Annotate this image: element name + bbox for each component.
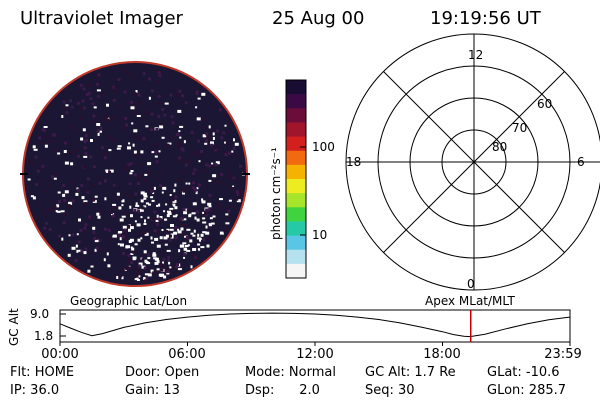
observation-time: 19:19:56 UT [430,8,541,29]
x-tick-label-0000: 00:00 [41,347,79,362]
altitude-axis-label: GC Alt [7,308,21,346]
mlt-label-18: 18 [346,155,362,169]
colorbar-segment [286,193,306,208]
mlt-diagonal-2 [383,71,565,253]
colorbar-segment [286,136,306,152]
colorbar-segment [286,263,306,279]
gain-value: Gain: 13 [125,383,180,398]
colorbar-unit-label: photon cm⁻²s⁻¹ [269,147,283,240]
x-tick-label-0600: 06:00 [168,347,206,362]
gc-altitude: GC Alt: 1.7 Re [365,365,456,380]
x-tick-label-2359: 23:59 [544,347,582,362]
uv-image-emission [27,68,246,283]
y-tick-label-1-8: 1.8 [34,329,54,343]
mlt-label-6: 6 [577,155,585,169]
colorbar-segment [286,179,306,194]
mlt-label-12: 12 [468,48,484,62]
geographic-label: Geographic Lat/Lon [70,294,188,308]
x-tick-label-1200: 12:00 [296,347,334,362]
colorbar-label-100: 100 [312,140,335,154]
observation-date: 25 Aug 00 [272,8,365,29]
colorbar-segment [286,94,306,109]
colorbar-segment [286,164,306,180]
mlat-label-70: 70 [512,121,528,135]
mlat-label-60: 60 [537,97,553,111]
colorbar-segment [286,249,306,265]
mlt-label-0: 0 [467,277,475,291]
colorbar-segment [286,122,306,138]
geographic-latitude: GLat: -10.6 [487,365,560,380]
colorbar-segment [286,207,306,222]
y-tick-label-9: 9.0 [30,307,50,321]
x-tick-label-1800: 18:00 [423,347,461,362]
door-status: Door: Open [125,365,200,380]
mode-status: Mode: Normal [245,365,336,380]
orbit-altitude-curve [59,312,570,338]
apex-label: Apex MLat/MLT [425,294,515,308]
altitude-plot-frame [59,309,571,343]
ip-value: IP: 36.0 [10,383,60,398]
polar-grid [345,33,600,291]
colorbar-segment [286,221,306,237]
colorbar [285,79,307,279]
colorbar-frame [285,79,307,279]
instrument-title: Ultraviolet Imager [20,8,183,29]
colorbar-label-10: 10 [312,228,328,242]
sequence-number: Seq: 30 [365,383,415,398]
colorbar-segment [286,235,306,251]
mlat-label-80: 80 [492,140,508,154]
colorbar-segment [286,108,306,123]
colorbar-segment [286,80,306,95]
colorbar-scale [286,80,306,279]
colorbar-segment [286,150,306,166]
uv-image [20,61,250,287]
geographic-longitude: GLon: 285.7 [487,383,567,398]
flight-status: Flt: HOME [10,365,75,380]
altitude-plot [59,309,571,346]
dsp-value: Dsp: 2.0 [245,383,320,398]
